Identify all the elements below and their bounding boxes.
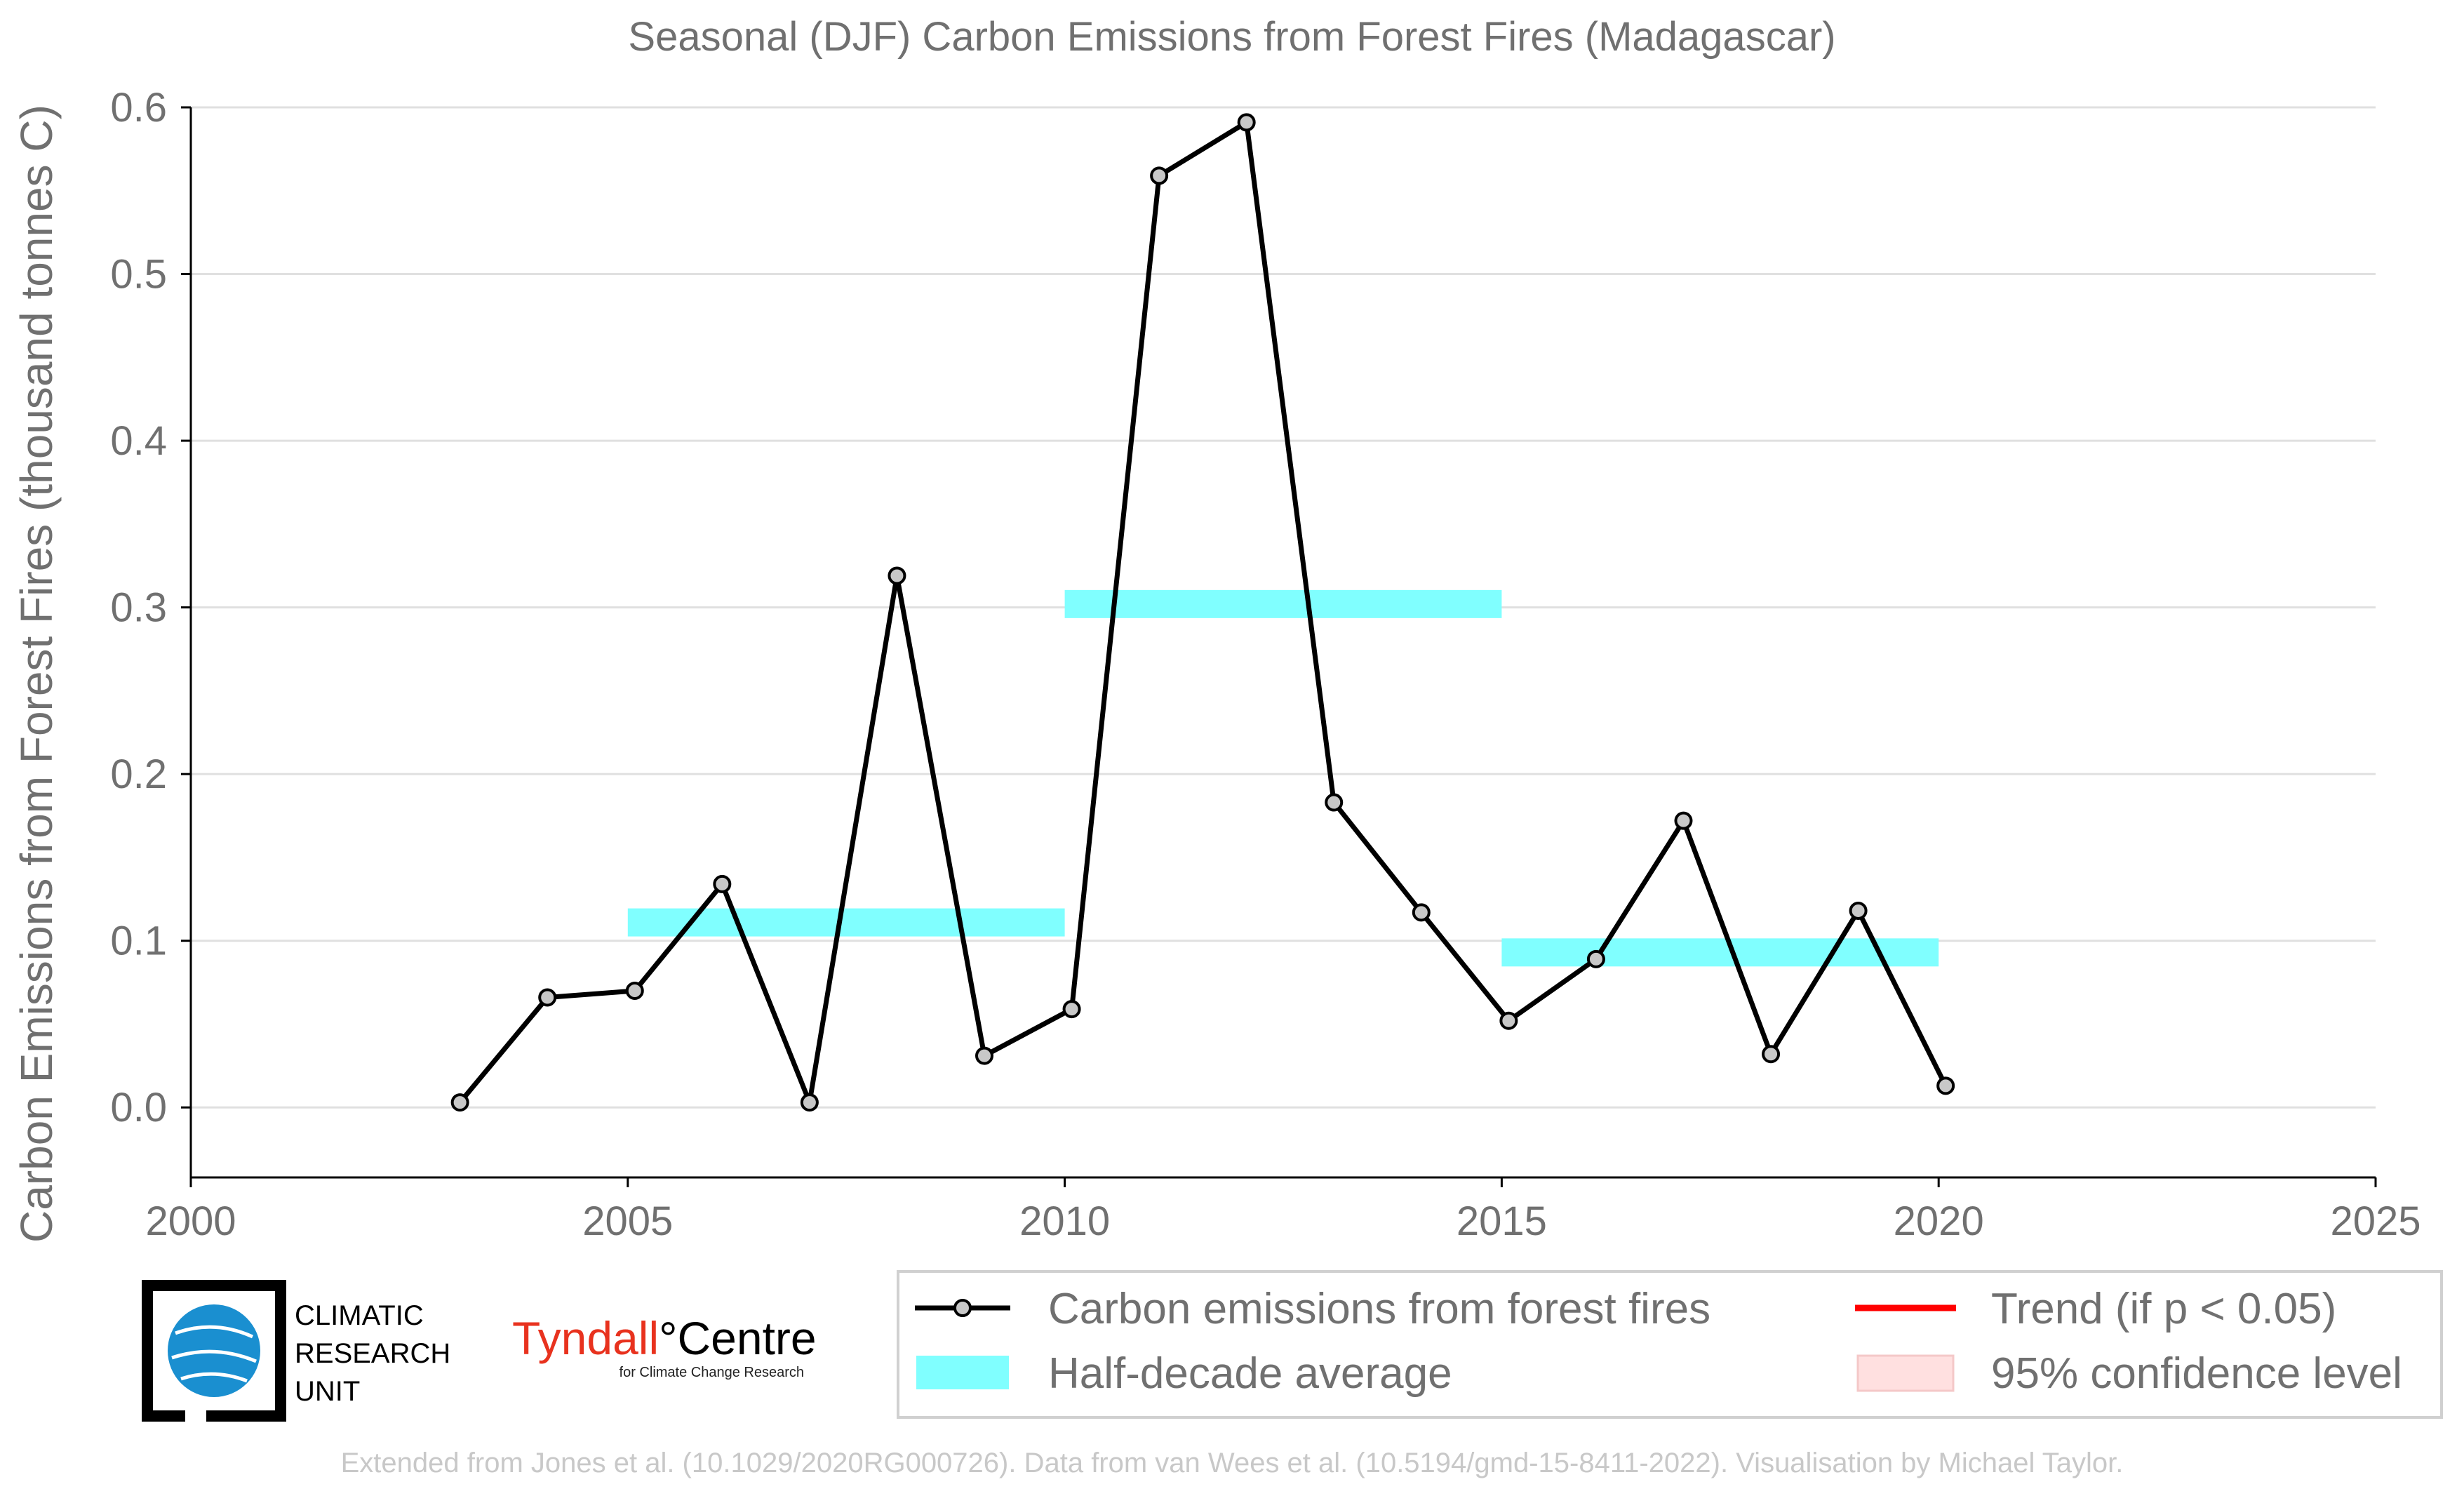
legend-frame xyxy=(897,1270,2443,1419)
data-point xyxy=(1849,901,1868,920)
cru-logo-frame-icon xyxy=(142,1280,241,1422)
data-point xyxy=(713,874,732,893)
data-point xyxy=(1586,949,1605,968)
cru-text-line-3: UNIT xyxy=(295,1376,360,1407)
y-axis-label: Carbon Emissions from Forest Fires (thou… xyxy=(11,105,62,1243)
data-point xyxy=(1936,1076,1955,1095)
legend-confidence-label: 95% confidence level xyxy=(1991,1349,2402,1398)
footer-credits: Extended from Jones et al. (10.1029/2020… xyxy=(341,1448,2124,1478)
y-tick-label: 0.2 xyxy=(110,752,167,797)
series-carbon-emissions xyxy=(450,113,1955,1112)
cru-logo: CLIMATIC RESEARCH UNIT xyxy=(142,1280,450,1422)
y-tick-label: 0.5 xyxy=(110,252,167,298)
data-point xyxy=(975,1046,994,1065)
cru-text-line-1: CLIMATIC xyxy=(295,1300,424,1331)
tyndall-black-text: °Centre xyxy=(659,1312,817,1364)
x-tick-label: 2025 xyxy=(2330,1198,2421,1244)
y-tick-label: 0.4 xyxy=(110,418,167,464)
legend-series-marker-icon xyxy=(953,1299,972,1317)
y-tick-label: 0.1 xyxy=(110,919,167,964)
data-point xyxy=(800,1093,819,1112)
data-point xyxy=(450,1093,469,1112)
tyndall-logo: Tyndall°Centre for Climate Change Resear… xyxy=(512,1312,817,1380)
legend-confidence-swatch-icon xyxy=(1856,1354,1955,1392)
tyndall-subtitle: for Climate Change Research xyxy=(620,1365,804,1380)
chart-title: Seasonal (DJF) Carbon Emissions from For… xyxy=(628,14,1835,60)
data-point xyxy=(1762,1045,1781,1064)
legend-trend-label: Trend (if p < 0.05) xyxy=(1991,1285,2336,1333)
half-decade-average-bar xyxy=(1501,938,1939,967)
cru-text-line-2: RESEARCH xyxy=(295,1338,450,1369)
tyndall-red-text: Tyndall xyxy=(512,1312,659,1364)
x-tick-label: 2000 xyxy=(145,1198,236,1244)
data-point xyxy=(1325,793,1344,812)
legend-series-label: Carbon emissions from forest fires xyxy=(1048,1285,1710,1333)
x-tick-label: 2005 xyxy=(582,1198,673,1244)
y-tick-label: 0.3 xyxy=(110,585,167,631)
x-tick-label: 2010 xyxy=(1019,1198,1110,1244)
gridlines xyxy=(191,106,2376,1109)
data-point xyxy=(1674,811,1693,830)
y-tick-label: 0.0 xyxy=(110,1085,167,1130)
data-point xyxy=(1237,113,1256,132)
legend-average-swatch-icon xyxy=(916,1356,1009,1389)
cru-logo-frame-icon-right xyxy=(206,1280,286,1422)
data-point xyxy=(538,988,557,1007)
axes: 0.0 0.1 0.2 0.3 0.4 0.5 0.6 2000 2005 2010 2015 202… xyxy=(110,85,2421,1244)
data-point xyxy=(1412,903,1431,922)
svg-text:Tyndall°Centre: Tyndall°Centre xyxy=(512,1312,817,1364)
data-point xyxy=(888,566,906,585)
data-point xyxy=(1150,166,1169,185)
series-line xyxy=(457,119,1948,1105)
legend: Carbon emissions from forest fires Half-… xyxy=(897,1270,2443,1419)
data-point xyxy=(1499,1011,1518,1030)
half-decade-averages xyxy=(627,589,1939,967)
x-tick-label: 2020 xyxy=(1894,1198,1984,1244)
half-decade-average-bar xyxy=(1064,589,1502,618)
legend-average-label: Half-decade average xyxy=(1048,1349,1452,1398)
y-tick-label: 0.6 xyxy=(110,85,167,131)
x-tick-label: 2015 xyxy=(1457,1198,1547,1244)
data-point xyxy=(625,981,644,1000)
data-point xyxy=(1062,1000,1081,1019)
